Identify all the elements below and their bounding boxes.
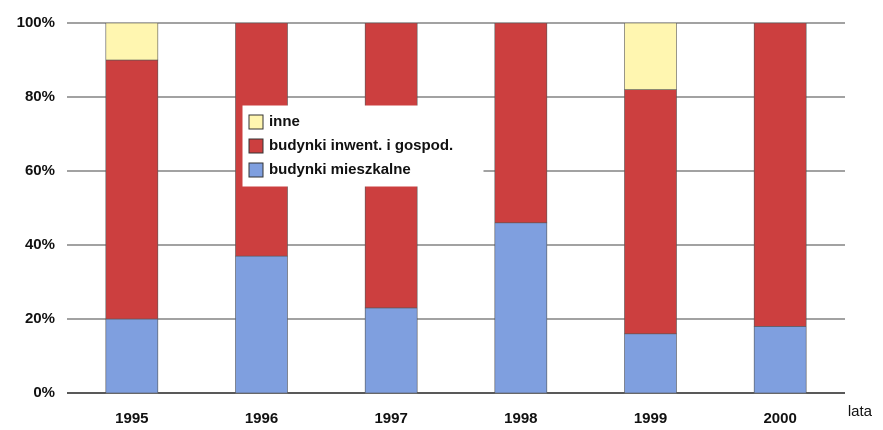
bar-segment: [105, 59, 159, 320]
y-tick-label: 40%: [25, 236, 55, 253]
bar-segment: [624, 333, 677, 394]
y-tick-label: 60%: [25, 162, 55, 179]
bar-segment: [624, 89, 677, 335]
bar-segment: [364, 307, 418, 394]
x-tick-label: 1995: [115, 410, 148, 427]
legend: inne budynki inwent. i gospod. budynki mie…: [242, 105, 484, 187]
legend-label: budynki inwent. i gospod.: [269, 137, 453, 154]
x-tick-label: 2000: [763, 410, 796, 427]
bar-segment: [105, 318, 159, 394]
x-tick-label: 1997: [374, 410, 407, 427]
legend-label: inne: [269, 113, 300, 130]
legend-swatch: [248, 138, 264, 154]
legend-box: [242, 105, 484, 187]
x-axis-label: lata: [848, 403, 873, 420]
bar-segment: [753, 22, 807, 327]
x-tick-label: 1999: [634, 410, 667, 427]
y-tick-label: 0%: [33, 384, 55, 401]
y-tick-label: 100%: [17, 14, 55, 31]
bar-segment: [494, 222, 548, 394]
y-tick-label: 80%: [25, 88, 55, 105]
bar-segment: [753, 326, 807, 394]
legend-label: budynki mieszkalne: [269, 161, 411, 178]
y-tick-label: 20%: [25, 310, 55, 327]
x-tick-label: 1996: [245, 410, 278, 427]
bar-segment: [105, 22, 159, 61]
x-tick-label: 1998: [504, 410, 537, 427]
bar-segment: [235, 255, 288, 394]
bar-segment: [494, 22, 548, 224]
legend-swatch: [248, 162, 264, 178]
legend-swatch: [248, 114, 264, 130]
bar-segment: [624, 22, 677, 90]
